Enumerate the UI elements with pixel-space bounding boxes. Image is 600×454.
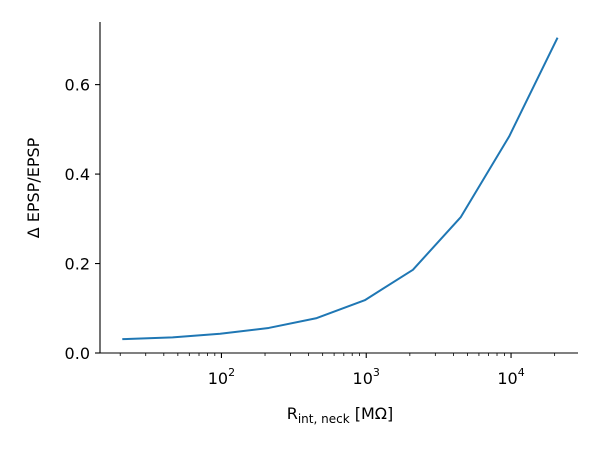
x-axis-label-unit: [MΩ] [350, 404, 394, 423]
x-tick-label: 102 [208, 366, 235, 388]
axis-labels: Rint, neck [MΩ] Δ EPSP/EPSP [24, 137, 393, 426]
x-axis-label-main: R [287, 404, 298, 423]
x-tick-label-exponent: 3 [373, 366, 380, 379]
x-tick-label: 103 [353, 366, 380, 388]
x-tick-label-base: 10 [497, 369, 517, 388]
y-tick-label: 0.0 [65, 344, 90, 363]
x-tick-label-base: 10 [208, 369, 228, 388]
x-axis-label: Rint, neck [MΩ] [287, 404, 394, 426]
y-tick-label: 0.4 [65, 165, 90, 184]
y-tick-label: 0.2 [65, 255, 90, 274]
y-axis-label: Δ EPSP/EPSP [24, 137, 43, 238]
x-tick-label-exponent: 4 [518, 366, 525, 379]
x-tick-label-base: 10 [353, 369, 373, 388]
x-tick-label-exponent: 2 [228, 366, 235, 379]
series-group [122, 37, 559, 341]
x-tick-label: 104 [497, 366, 524, 388]
x-axis-label-subscript: int, neck [298, 412, 350, 426]
series-line [122, 37, 559, 341]
y-tick-label: 0.6 [65, 76, 90, 95]
